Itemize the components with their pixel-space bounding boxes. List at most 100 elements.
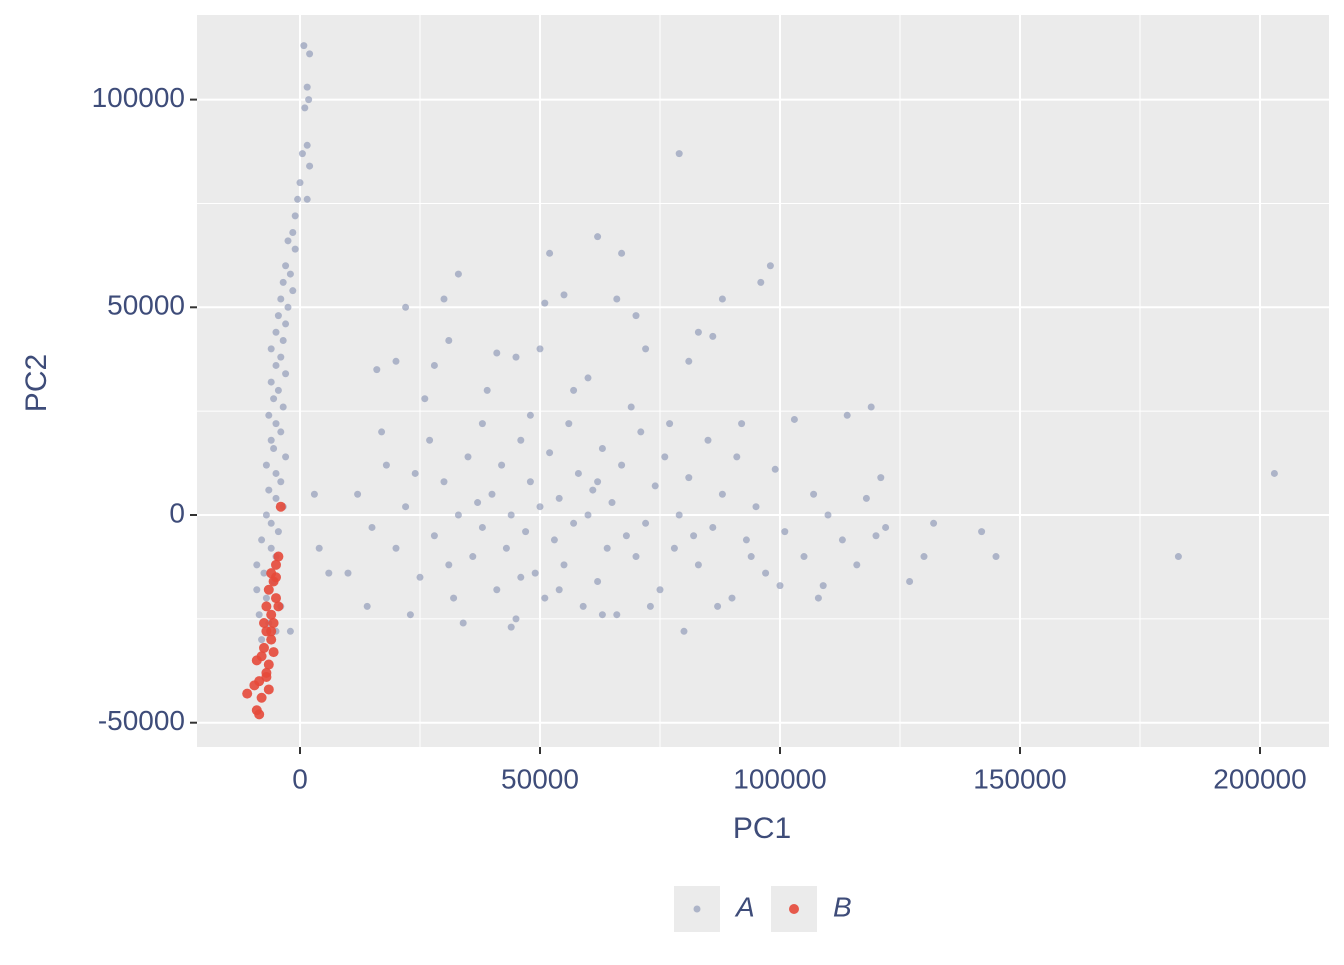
point <box>454 511 462 519</box>
point <box>300 42 308 50</box>
point <box>306 162 314 170</box>
point <box>267 345 275 353</box>
point <box>570 519 578 527</box>
point <box>709 523 717 531</box>
point <box>450 594 458 602</box>
legend-label: B <box>833 891 852 922</box>
point <box>541 594 549 602</box>
point <box>286 270 294 278</box>
point <box>618 461 626 469</box>
point <box>920 553 928 561</box>
point <box>747 553 755 561</box>
point <box>258 636 266 644</box>
point <box>272 469 280 477</box>
point <box>882 523 890 531</box>
point <box>298 150 306 158</box>
point <box>906 577 914 585</box>
point <box>260 569 268 577</box>
point <box>255 611 263 619</box>
point <box>251 655 262 666</box>
point <box>541 299 549 307</box>
point <box>272 361 280 369</box>
point <box>270 445 278 453</box>
point <box>512 615 520 623</box>
x-tick-label: 0 <box>292 763 308 794</box>
point <box>733 453 741 461</box>
point <box>704 436 712 444</box>
point <box>694 561 702 569</box>
point <box>589 486 597 494</box>
point <box>440 478 448 486</box>
y-axis-title: PC2 <box>20 354 53 412</box>
point <box>274 386 282 394</box>
x-tick-label: 100000 <box>733 763 826 794</box>
point <box>675 511 683 519</box>
x-tick-label: 150000 <box>973 763 1066 794</box>
point <box>421 395 429 403</box>
point <box>622 532 630 540</box>
point <box>267 544 275 552</box>
point <box>656 586 664 594</box>
point <box>416 573 424 581</box>
point <box>268 618 279 629</box>
point <box>670 544 678 552</box>
point <box>373 366 381 374</box>
point <box>526 478 534 486</box>
point <box>273 601 284 612</box>
point <box>666 420 674 428</box>
point <box>718 490 726 498</box>
point <box>1270 469 1278 477</box>
point <box>363 602 371 610</box>
legend-symbol <box>693 905 701 913</box>
point <box>282 320 290 328</box>
point <box>294 195 302 203</box>
point <box>675 150 683 158</box>
point <box>502 544 510 552</box>
point <box>642 345 650 353</box>
point <box>478 420 486 428</box>
point <box>603 544 611 552</box>
point <box>263 684 274 695</box>
point <box>555 494 563 502</box>
point <box>536 345 544 353</box>
point <box>790 415 798 423</box>
point <box>265 486 273 494</box>
point <box>661 453 669 461</box>
point <box>254 709 265 720</box>
point <box>249 680 260 691</box>
point <box>680 627 688 635</box>
point <box>738 420 746 428</box>
point <box>268 647 279 658</box>
point <box>267 436 275 444</box>
legend-symbol <box>789 904 799 914</box>
point <box>289 229 297 237</box>
point <box>378 428 386 436</box>
point <box>555 586 563 594</box>
point <box>488 490 496 498</box>
point <box>608 499 616 507</box>
point <box>560 561 568 569</box>
point <box>546 449 554 457</box>
point <box>440 295 448 303</box>
point <box>517 436 525 444</box>
point <box>289 287 297 295</box>
point <box>270 395 278 403</box>
point <box>258 618 269 629</box>
point <box>512 353 520 361</box>
point <box>392 544 400 552</box>
y-tick-label: 50000 <box>107 290 185 321</box>
y-tick-label: -50000 <box>98 705 185 736</box>
point <box>752 503 760 511</box>
point <box>279 337 287 345</box>
point <box>282 453 290 461</box>
point <box>266 626 277 637</box>
point <box>262 461 270 469</box>
point <box>824 511 832 519</box>
point <box>275 501 286 512</box>
point <box>728 594 736 602</box>
point <box>642 519 650 527</box>
point <box>261 672 272 683</box>
point <box>838 536 846 544</box>
point <box>272 328 280 336</box>
point <box>843 411 851 419</box>
